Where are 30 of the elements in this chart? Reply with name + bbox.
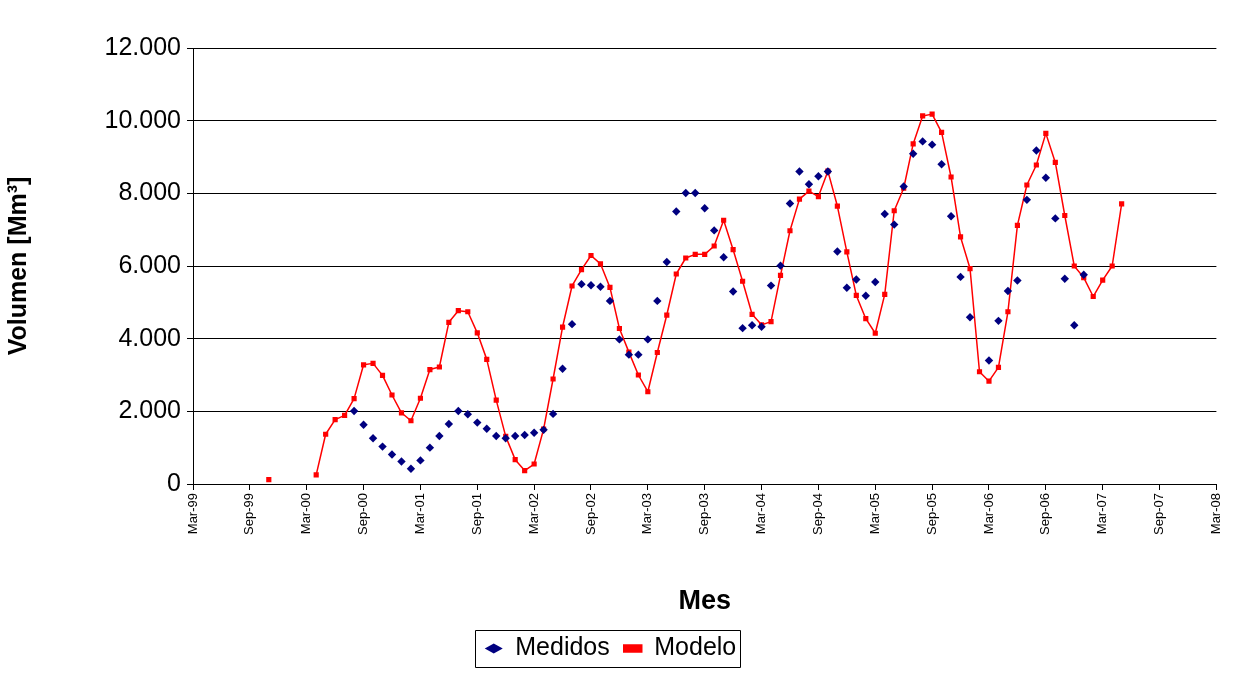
legend-label: Medidos (515, 632, 610, 661)
x-tick-label: Mar-00 (298, 493, 314, 535)
x-tick-label: Sep-02 (582, 493, 598, 535)
legend-label: Modelo (654, 632, 737, 661)
y-tick-label: 10.000 (104, 104, 181, 133)
y-tick-label: 0 (167, 467, 181, 496)
x-tick-label: Mar-04 (753, 493, 769, 535)
x-tick-label: Sep-06 (1037, 493, 1053, 535)
x-tick-label: Sep-05 (923, 493, 939, 535)
x-tick-label: Mar-06 (980, 493, 996, 535)
y-axis-title: Volumen [Mm³] (2, 176, 31, 356)
x-tick-label: Sep-03 (696, 493, 712, 535)
x-tick-label: Sep-07 (1151, 493, 1167, 535)
y-tick-label: 2.000 (118, 395, 181, 424)
x-tick-label: Mar-99 (184, 493, 200, 535)
x-tick-label: Mar-05 (866, 493, 882, 535)
y-tick-label: 12.000 (104, 31, 181, 60)
x-tick-label: Mar-02 (525, 493, 541, 535)
x-tick-label: Mar-08 (1207, 493, 1223, 535)
y-tick-label: 4.000 (118, 322, 181, 351)
x-tick-label: Sep-01 (468, 493, 484, 535)
x-tick-label: Mar-01 (412, 493, 427, 535)
x-tick-label: Sep-04 (809, 493, 825, 535)
y-tick-label: 6.000 (118, 249, 181, 278)
x-tick-label: Mar-03 (639, 493, 655, 535)
x-tick-label: Sep-00 (355, 493, 371, 535)
y-tick-label: 8.000 (118, 177, 181, 206)
x-tick-label: Sep-99 (241, 493, 257, 535)
x-axis-title: Mes (678, 585, 731, 616)
x-tick-label: Mar-07 (1094, 493, 1110, 535)
